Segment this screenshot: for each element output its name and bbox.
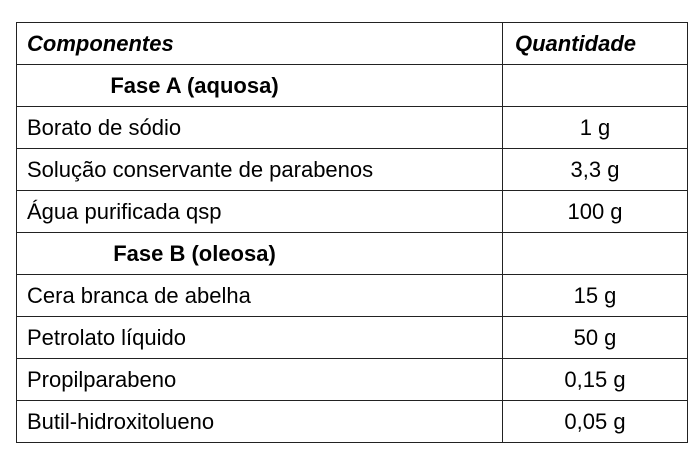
table-row: Butil-hidroxitolueno 0,05 g xyxy=(16,400,688,443)
quantity-value: 0,05 g xyxy=(502,400,688,443)
component-name: Água purificada qsp xyxy=(16,190,503,233)
phase-row: Fase A (aquosa) xyxy=(16,64,688,107)
quantity-value: 3,3 g xyxy=(502,148,688,191)
quantity-value xyxy=(502,64,688,107)
component-name: Butil-hidroxitolueno xyxy=(16,400,503,443)
table-row: Petrolato líquido 50 g xyxy=(16,316,688,359)
table-row: Água purificada qsp 100 g xyxy=(16,190,688,233)
component-name: Cera branca de abelha xyxy=(16,274,503,317)
phase-row: Fase B (oleosa) xyxy=(16,232,688,275)
table-header-row: Componentes Quantidade xyxy=(16,22,688,65)
component-name: Petrolato líquido xyxy=(16,316,503,359)
component-name: Solução conservante de parabenos xyxy=(16,148,503,191)
component-name: Propilparabeno xyxy=(16,358,503,401)
header-quantity: Quantidade xyxy=(502,22,688,65)
quantity-value: 100 g xyxy=(502,190,688,233)
quantity-value: 0,15 g xyxy=(502,358,688,401)
formulation-table: Componentes Quantidade Fase A (aquosa) Bo… xyxy=(16,22,688,443)
table-row: Cera branca de abelha 15 g xyxy=(16,274,688,317)
phase-title: Fase B (oleosa) xyxy=(16,232,503,275)
quantity-value: 50 g xyxy=(502,316,688,359)
header-components: Componentes xyxy=(16,22,503,65)
quantity-value xyxy=(502,232,688,275)
component-name: Borato de sódio xyxy=(16,106,503,149)
quantity-value: 15 g xyxy=(502,274,688,317)
quantity-value: 1 g xyxy=(502,106,688,149)
phase-title: Fase A (aquosa) xyxy=(16,64,503,107)
table-row: Propilparabeno 0,15 g xyxy=(16,358,688,401)
table-row: Borato de sódio 1 g xyxy=(16,106,688,149)
table-row: Solução conservante de parabenos 3,3 g xyxy=(16,148,688,191)
